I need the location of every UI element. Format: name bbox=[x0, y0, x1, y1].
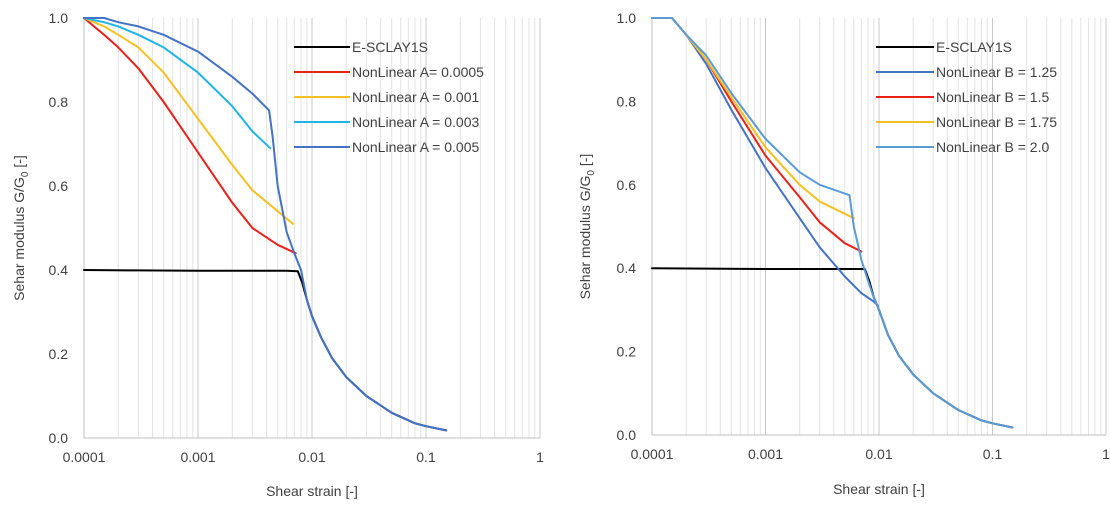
y-tick-label: 1.0 bbox=[617, 10, 637, 26]
gridlines bbox=[651, 18, 1107, 435]
legend-label: E-SCLAY1S bbox=[936, 39, 1012, 55]
legend-label: NonLinear A = 0.005 bbox=[352, 139, 479, 155]
series-line bbox=[83, 17, 272, 150]
x-tick-label: 0.0001 bbox=[631, 446, 674, 462]
legend-label: NonLinear A = 0.003 bbox=[352, 114, 479, 130]
legend-label: NonLinear B = 1.75 bbox=[936, 114, 1057, 130]
series-line bbox=[83, 17, 297, 255]
series-line bbox=[83, 17, 448, 432]
series-line bbox=[651, 17, 855, 220]
x-tick-label: 0.01 bbox=[865, 446, 892, 462]
y-axis-title-suffix: [-] bbox=[11, 155, 27, 171]
y-axis-title-main: Sehar modulus G/G bbox=[11, 177, 27, 301]
x-tick-label: 1 bbox=[1102, 446, 1110, 462]
y-tick-label: 1.0 bbox=[49, 10, 69, 26]
x-tick-label: 0.1 bbox=[416, 449, 436, 465]
x-tick-label: 0.001 bbox=[748, 446, 783, 462]
series-line bbox=[83, 17, 294, 225]
chart-left: 0.0 0.2 0.4 0.6 0.8 1.0 0.0001 0.001 0.01 0.1 1 She… bbox=[11, 10, 544, 499]
y-axis-title-subscript: 0 bbox=[586, 170, 597, 176]
x-tick-label: 0.01 bbox=[298, 449, 325, 465]
x-axis-title: Shear strain [-] bbox=[266, 483, 358, 499]
y-axis-title-suffix: [-] bbox=[577, 154, 593, 170]
y-tick-label: 0.4 bbox=[49, 262, 69, 278]
y-axis-title-main: Sehar modulus G/G bbox=[577, 176, 593, 300]
x-tick-label: 0.0001 bbox=[63, 449, 106, 465]
x-axis-title: Shear strain [-] bbox=[833, 481, 925, 497]
x-tick-label: 0.001 bbox=[180, 449, 215, 465]
y-axis-title: Sehar modulus G/G0 [-] bbox=[11, 155, 31, 301]
y-tick-label: 0.0 bbox=[49, 430, 69, 446]
y-tick-label: 0.4 bbox=[617, 260, 637, 276]
x-tick-label: 0.1 bbox=[983, 446, 1003, 462]
y-tick-label: 0.0 bbox=[617, 427, 637, 443]
chart-right: 0.0 0.2 0.4 0.6 0.8 1.0 0.0001 0.001 0.01 0.1 1 She… bbox=[577, 10, 1110, 497]
legend-label: E-SCLAY1S bbox=[352, 39, 428, 55]
legend-label: NonLinear A= 0.0005 bbox=[352, 64, 484, 80]
legend-label: NonLinear B = 1.25 bbox=[936, 64, 1057, 80]
y-tick-label: 0.6 bbox=[49, 178, 69, 194]
series-line bbox=[651, 17, 1014, 429]
legend-label: NonLinear B = 2.0 bbox=[936, 139, 1049, 155]
y-tick-label: 0.2 bbox=[49, 346, 69, 362]
y-axis-title-subscript: 0 bbox=[20, 171, 31, 177]
y-tick-label: 0.6 bbox=[617, 177, 637, 193]
y-axis-title: Sehar modulus G/G0 [-] bbox=[577, 154, 597, 300]
x-tick-label: 1 bbox=[536, 449, 544, 465]
legend-label: NonLinear B = 1.5 bbox=[936, 89, 1049, 105]
y-tick-label: 0.8 bbox=[617, 93, 637, 109]
legend: E-SCLAY1S NonLinear A= 0.0005 NonLinear A … bbox=[294, 39, 484, 155]
y-tick-label: 0.8 bbox=[49, 94, 69, 110]
legend: E-SCLAY1S NonLinear B = 1.25 NonLinear B =… bbox=[876, 39, 1057, 155]
y-tick-label: 0.2 bbox=[617, 344, 637, 360]
legend-label: NonLinear A = 0.001 bbox=[352, 89, 479, 105]
gridlines bbox=[83, 18, 541, 438]
